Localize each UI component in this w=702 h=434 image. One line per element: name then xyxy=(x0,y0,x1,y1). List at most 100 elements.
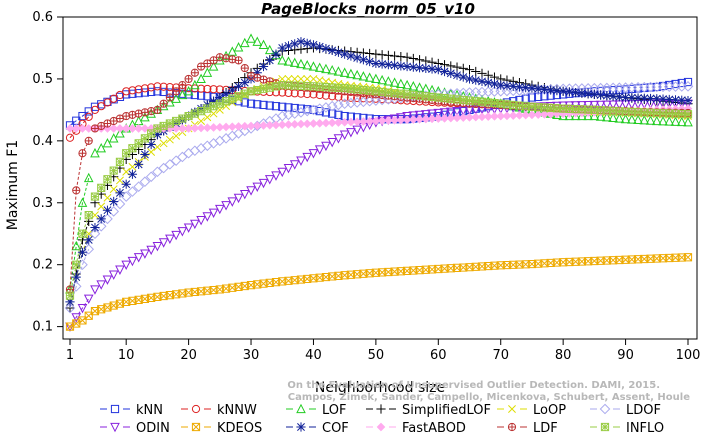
data-point xyxy=(178,114,187,123)
data-point xyxy=(364,72,375,82)
data-point xyxy=(70,281,82,292)
data-point xyxy=(227,197,238,207)
data-point xyxy=(103,98,112,107)
data-point xyxy=(489,79,500,89)
data-point xyxy=(240,121,250,131)
data-point xyxy=(652,94,662,104)
data-point xyxy=(240,98,249,107)
x-tick-label: 100 xyxy=(676,348,701,363)
data-point xyxy=(253,74,261,82)
data-point xyxy=(96,280,107,290)
data-point xyxy=(146,139,156,150)
data-point xyxy=(127,256,138,267)
data-point xyxy=(246,186,256,196)
legend-label: INFLO xyxy=(626,421,664,434)
y-tick-label: 0.3 xyxy=(32,196,53,211)
data-point xyxy=(183,147,194,159)
data-point xyxy=(309,119,318,128)
data-point xyxy=(682,81,694,92)
data-point xyxy=(64,302,76,314)
data-point xyxy=(315,107,324,116)
data-point xyxy=(620,92,631,103)
legend-marker xyxy=(110,404,120,414)
data-point xyxy=(670,116,681,126)
data-point xyxy=(420,110,431,120)
data-point xyxy=(114,198,126,210)
data-point xyxy=(196,216,206,226)
data-point xyxy=(221,122,231,132)
data-point xyxy=(477,76,487,86)
data-point xyxy=(546,109,556,119)
data-point xyxy=(502,81,512,91)
legend-marker xyxy=(296,422,306,432)
data-point xyxy=(121,124,131,133)
data-point xyxy=(408,81,419,91)
data-point xyxy=(464,65,475,75)
data-point xyxy=(134,159,144,169)
data-point xyxy=(221,89,231,99)
data-point xyxy=(340,49,350,59)
data-point xyxy=(103,119,112,128)
data-point xyxy=(277,120,287,130)
data-point xyxy=(365,116,375,126)
data-point xyxy=(172,131,181,140)
data-point xyxy=(127,169,138,179)
data-point xyxy=(271,120,281,130)
series-kdeos xyxy=(65,253,693,331)
data-point xyxy=(496,80,506,90)
data-point xyxy=(158,162,169,174)
data-point xyxy=(178,81,186,89)
data-point xyxy=(408,53,418,64)
data-point xyxy=(183,86,194,96)
data-point xyxy=(496,111,506,121)
data-point xyxy=(103,193,112,202)
legend-label: LDOF xyxy=(626,403,661,418)
legend-marker xyxy=(600,422,610,432)
y-tick-label: 0.6 xyxy=(32,10,53,25)
data-point xyxy=(439,108,450,118)
data-point xyxy=(302,60,313,70)
data-point xyxy=(365,56,375,67)
data-point xyxy=(153,124,162,133)
data-point xyxy=(383,60,393,70)
data-point xyxy=(664,116,675,126)
data-point xyxy=(91,124,99,133)
data-point xyxy=(614,92,624,102)
data-point xyxy=(521,110,531,120)
data-point xyxy=(326,100,338,112)
data-point xyxy=(639,114,650,125)
data-point xyxy=(122,149,131,158)
data-point xyxy=(115,157,125,166)
data-point xyxy=(683,95,693,106)
data-point xyxy=(358,71,369,81)
data-point xyxy=(83,172,94,183)
data-point xyxy=(96,214,106,224)
data-point xyxy=(145,171,157,183)
data-point xyxy=(296,119,306,129)
data-point xyxy=(128,144,137,153)
data-point xyxy=(458,113,468,123)
data-point xyxy=(253,85,262,95)
data-point xyxy=(320,102,332,113)
data-point xyxy=(346,68,356,79)
data-point xyxy=(147,87,156,97)
data-point xyxy=(90,285,100,295)
legend-marker xyxy=(191,404,201,414)
data-point xyxy=(97,102,106,111)
data-point xyxy=(633,93,643,103)
data-point xyxy=(340,117,350,127)
data-point xyxy=(184,124,194,133)
data-point xyxy=(133,253,144,263)
data-point xyxy=(215,99,224,108)
data-point xyxy=(65,133,75,142)
data-point xyxy=(308,40,319,50)
y-tick-label: 0.5 xyxy=(32,72,53,87)
data-point xyxy=(284,120,293,129)
data-point xyxy=(128,86,137,95)
data-point xyxy=(84,112,93,121)
data-point xyxy=(152,130,162,140)
data-point xyxy=(589,100,600,111)
data-point xyxy=(65,124,75,133)
data-point xyxy=(358,55,368,65)
data-point xyxy=(421,63,431,73)
